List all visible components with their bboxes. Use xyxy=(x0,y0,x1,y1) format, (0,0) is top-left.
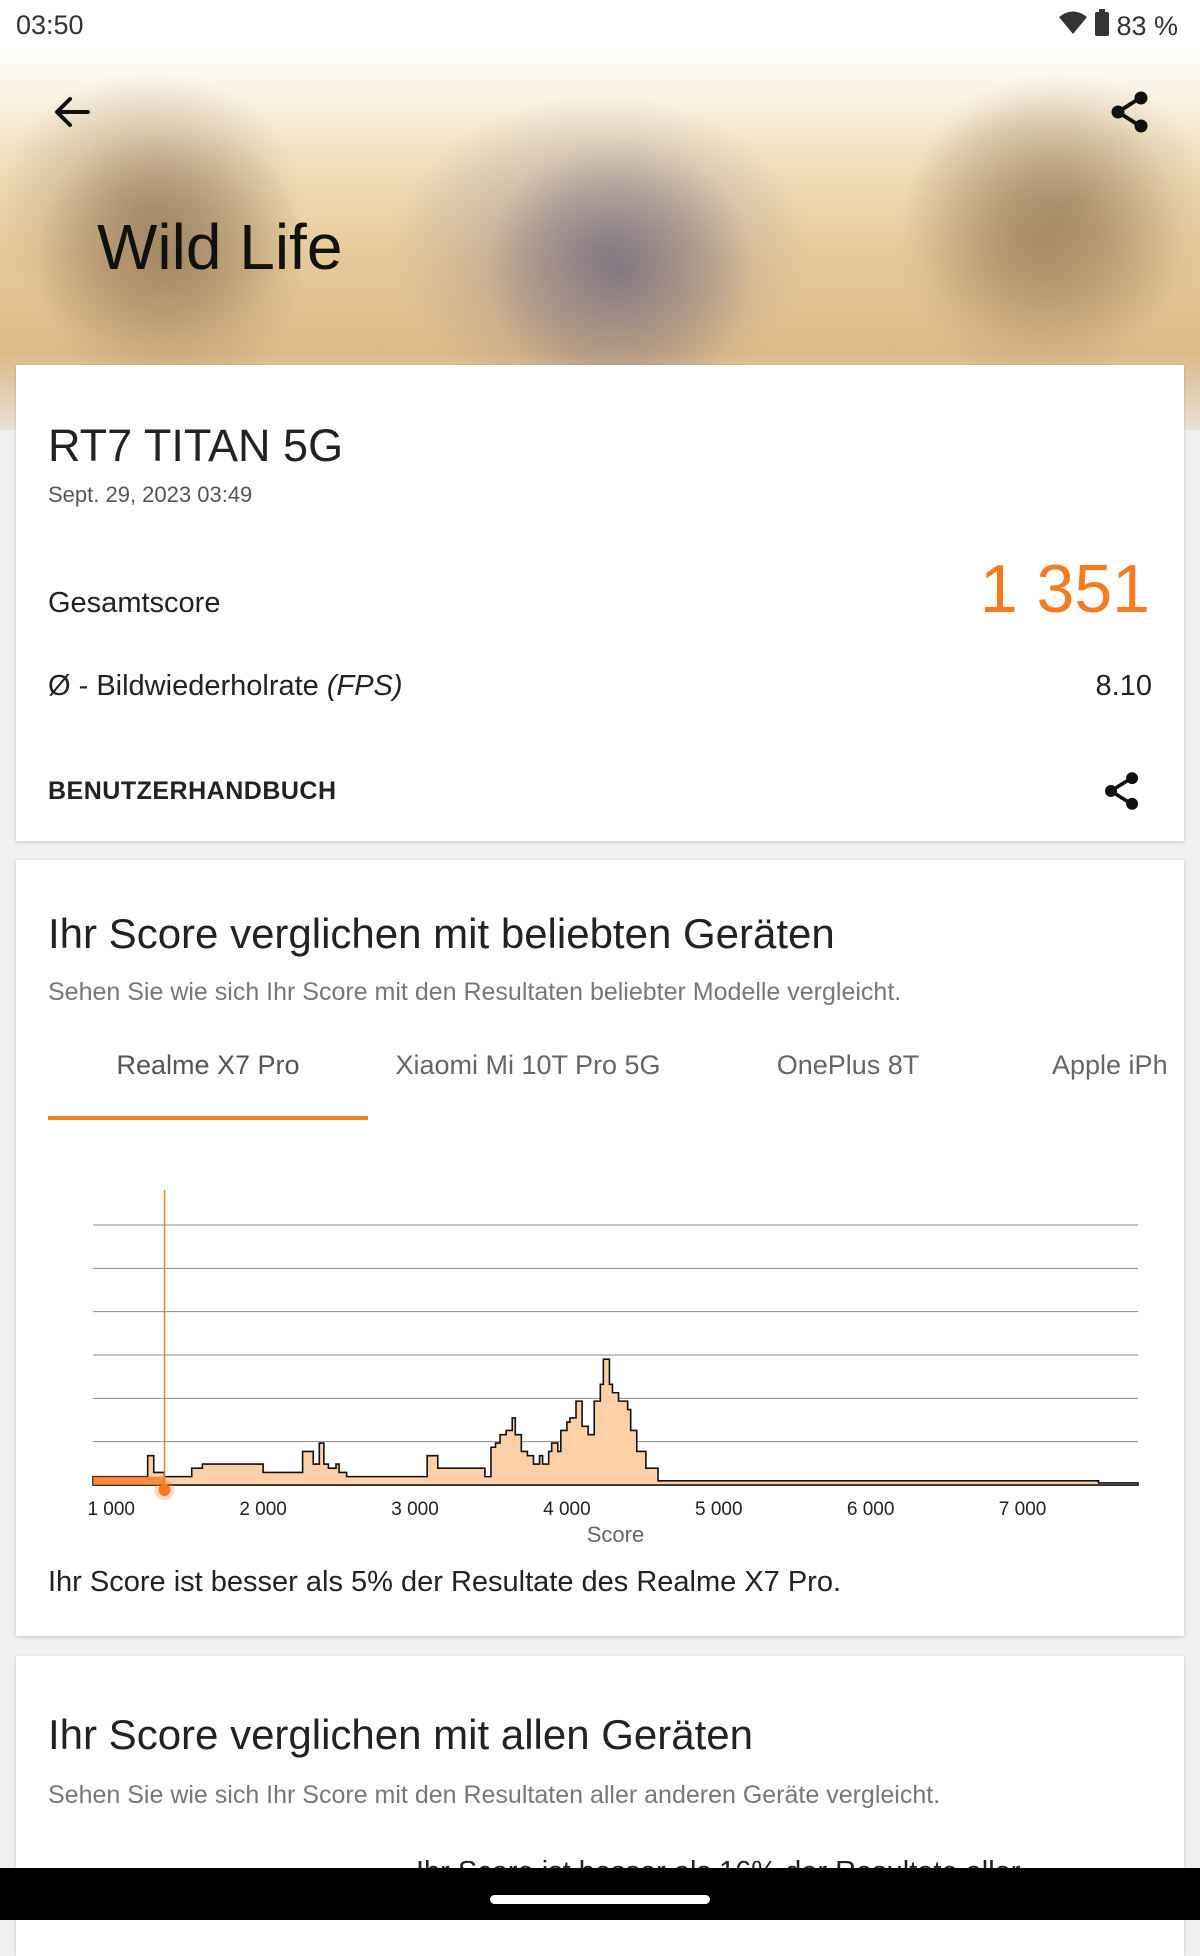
tab-realme-x7-pro[interactable]: Realme X7 Pro xyxy=(116,1050,300,1080)
device-name: RT7 TITAN 5G xyxy=(48,420,344,471)
fps-label: Ø - Bildwiederholrate (FPS) xyxy=(48,670,403,703)
x-tick-label: 4 000 xyxy=(543,1499,591,1520)
share-icon xyxy=(1111,91,1148,133)
hero-figure xyxy=(480,140,760,400)
back-button[interactable] xyxy=(48,88,96,136)
status-time: 03:50 xyxy=(16,10,84,40)
all-section-subtitle: Sehen Sie wie sich Ihr Score mit den Res… xyxy=(48,1781,941,1809)
x-tick-label: 6 000 xyxy=(847,1499,895,1520)
x-tick-label: 2 000 xyxy=(239,1499,287,1520)
page-title: Wild Life xyxy=(97,211,343,283)
tab-xiaomi-mi-10t-pro[interactable]: Xiaomi Mi 10T Pro 5G xyxy=(395,1050,661,1080)
overall-score-value: 1 351 xyxy=(979,551,1150,627)
tab-apple-iphone[interactable]: Apple iPh xyxy=(1052,1050,1168,1080)
device-tabs: Realme X7 Pro Xiaomi Mi 10T Pro 5G OnePl… xyxy=(48,1050,1184,1110)
overall-score-label: Gesamtscore xyxy=(48,587,221,619)
popular-result-text: Ihr Score ist besser als 5% der Resultat… xyxy=(48,1566,842,1598)
wifi-icon xyxy=(1058,10,1088,43)
fps-label-text: Ø - Bildwiederholrate xyxy=(48,670,327,702)
popular-devices-card: Ihr Score verglichen mit beliebten Gerät… xyxy=(16,860,1184,1636)
result-date: Sept. 29, 2023 03:49 xyxy=(48,482,253,507)
status-bar: 03:50 83 % xyxy=(0,0,1200,50)
result-card: RT7 TITAN 5G Sept. 29, 2023 03:49 Gesamt… xyxy=(16,365,1184,841)
status-icons: 83 % xyxy=(1058,9,1178,44)
battery-percent: 83 % xyxy=(1116,11,1178,41)
score-distribution-chart: 1 000 2 000 3 000 4 000 5 000 6 000 7 000 Score xyxy=(48,1180,1168,1560)
x-axis-label: Score xyxy=(587,1522,644,1547)
active-tab-indicator xyxy=(48,1116,368,1120)
popular-section-subtitle: Sehen Sie wie sich Ihr Score mit den Res… xyxy=(48,978,902,1006)
user-manual-link[interactable]: BENUTZERHANDBUCH xyxy=(48,777,337,805)
fps-value: 8.10 xyxy=(1095,670,1152,702)
your-score-marker xyxy=(158,1484,171,1496)
share-icon xyxy=(1105,772,1139,810)
share-button[interactable] xyxy=(1106,88,1154,136)
result-share-button[interactable] xyxy=(1100,769,1144,813)
x-tick-label: 1 000 xyxy=(87,1499,135,1520)
arrow-left-icon xyxy=(55,97,90,127)
fps-unit: (FPS) xyxy=(326,670,403,702)
hero-creature-left xyxy=(40,110,300,410)
home-gesture-handle[interactable] xyxy=(490,1895,710,1904)
x-tick-label: 7 000 xyxy=(999,1499,1047,1520)
distribution-area xyxy=(92,1358,1139,1486)
hero-creature-right xyxy=(900,90,1180,390)
navigation-bar xyxy=(0,1868,1200,1920)
score-distribution-svg: 1 000 2 000 3 000 4 000 5 000 6 000 7 000 Score xyxy=(87,1190,1139,1547)
battery-icon xyxy=(1094,9,1110,44)
all-section-title: Ihr Score verglichen mit allen Geräten xyxy=(48,1711,753,1758)
x-tick-label: 3 000 xyxy=(391,1499,439,1520)
tab-oneplus-8t[interactable]: OnePlus 8T xyxy=(776,1050,920,1080)
popular-section-title: Ihr Score verglichen mit beliebten Gerät… xyxy=(48,910,835,957)
x-tick-label: 5 000 xyxy=(695,1499,743,1520)
score-highlight-area xyxy=(93,1476,165,1485)
